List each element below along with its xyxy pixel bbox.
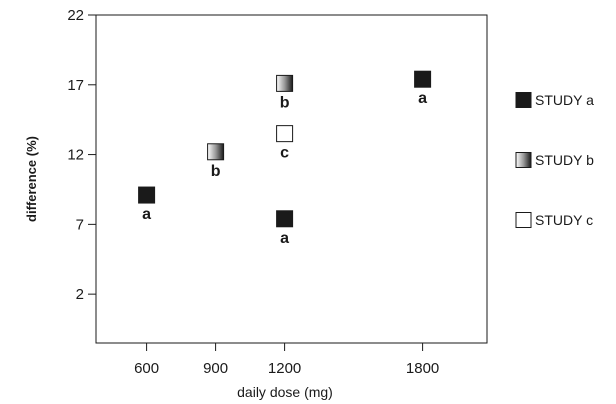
data-point-label: b [211,163,221,180]
x-tick-label: 600 [134,360,159,377]
data-point-marker [276,210,294,228]
legend-swatch [515,212,532,228]
data-point-label: a [142,206,151,223]
x-tick-label: 900 [203,360,228,377]
legend-swatch [515,92,532,108]
legend-label: STUDY c [535,212,593,228]
data-point-label: b [280,94,290,111]
data-point-marker [414,70,432,88]
y-axis: 2 7 12 17 22 [67,7,96,303]
y-tick-label: 2 [76,286,84,303]
x-axis-title: daily dose (mg) [237,384,333,400]
legend-label: STUDY b [535,152,594,168]
data-point-label: a [280,230,289,247]
data-point-marker [276,74,294,92]
x-tick-label: 1200 [268,360,301,377]
legend: STUDY a STUDY b STUDY c [515,92,594,228]
legend-label: STUDY a [535,92,594,108]
y-tick-label: 7 [76,216,84,233]
plot-frame [95,14,488,344]
y-tick-label: 22 [67,7,84,24]
data-point-label: a [418,90,427,107]
y-axis-title: difference (%) [24,136,39,222]
data-points: a a a b b c [138,70,432,247]
legend-swatch [515,152,532,168]
data-point-marker [207,143,225,161]
y-tick-label: 12 [67,147,84,164]
data-point-marker [276,125,294,143]
data-point-marker [138,186,156,204]
x-axis: 600 900 1200 1800 [134,343,439,377]
y-tick-label: 17 [67,77,84,94]
data-point-label: c [280,145,289,162]
x-tick-label: 1800 [406,360,439,377]
